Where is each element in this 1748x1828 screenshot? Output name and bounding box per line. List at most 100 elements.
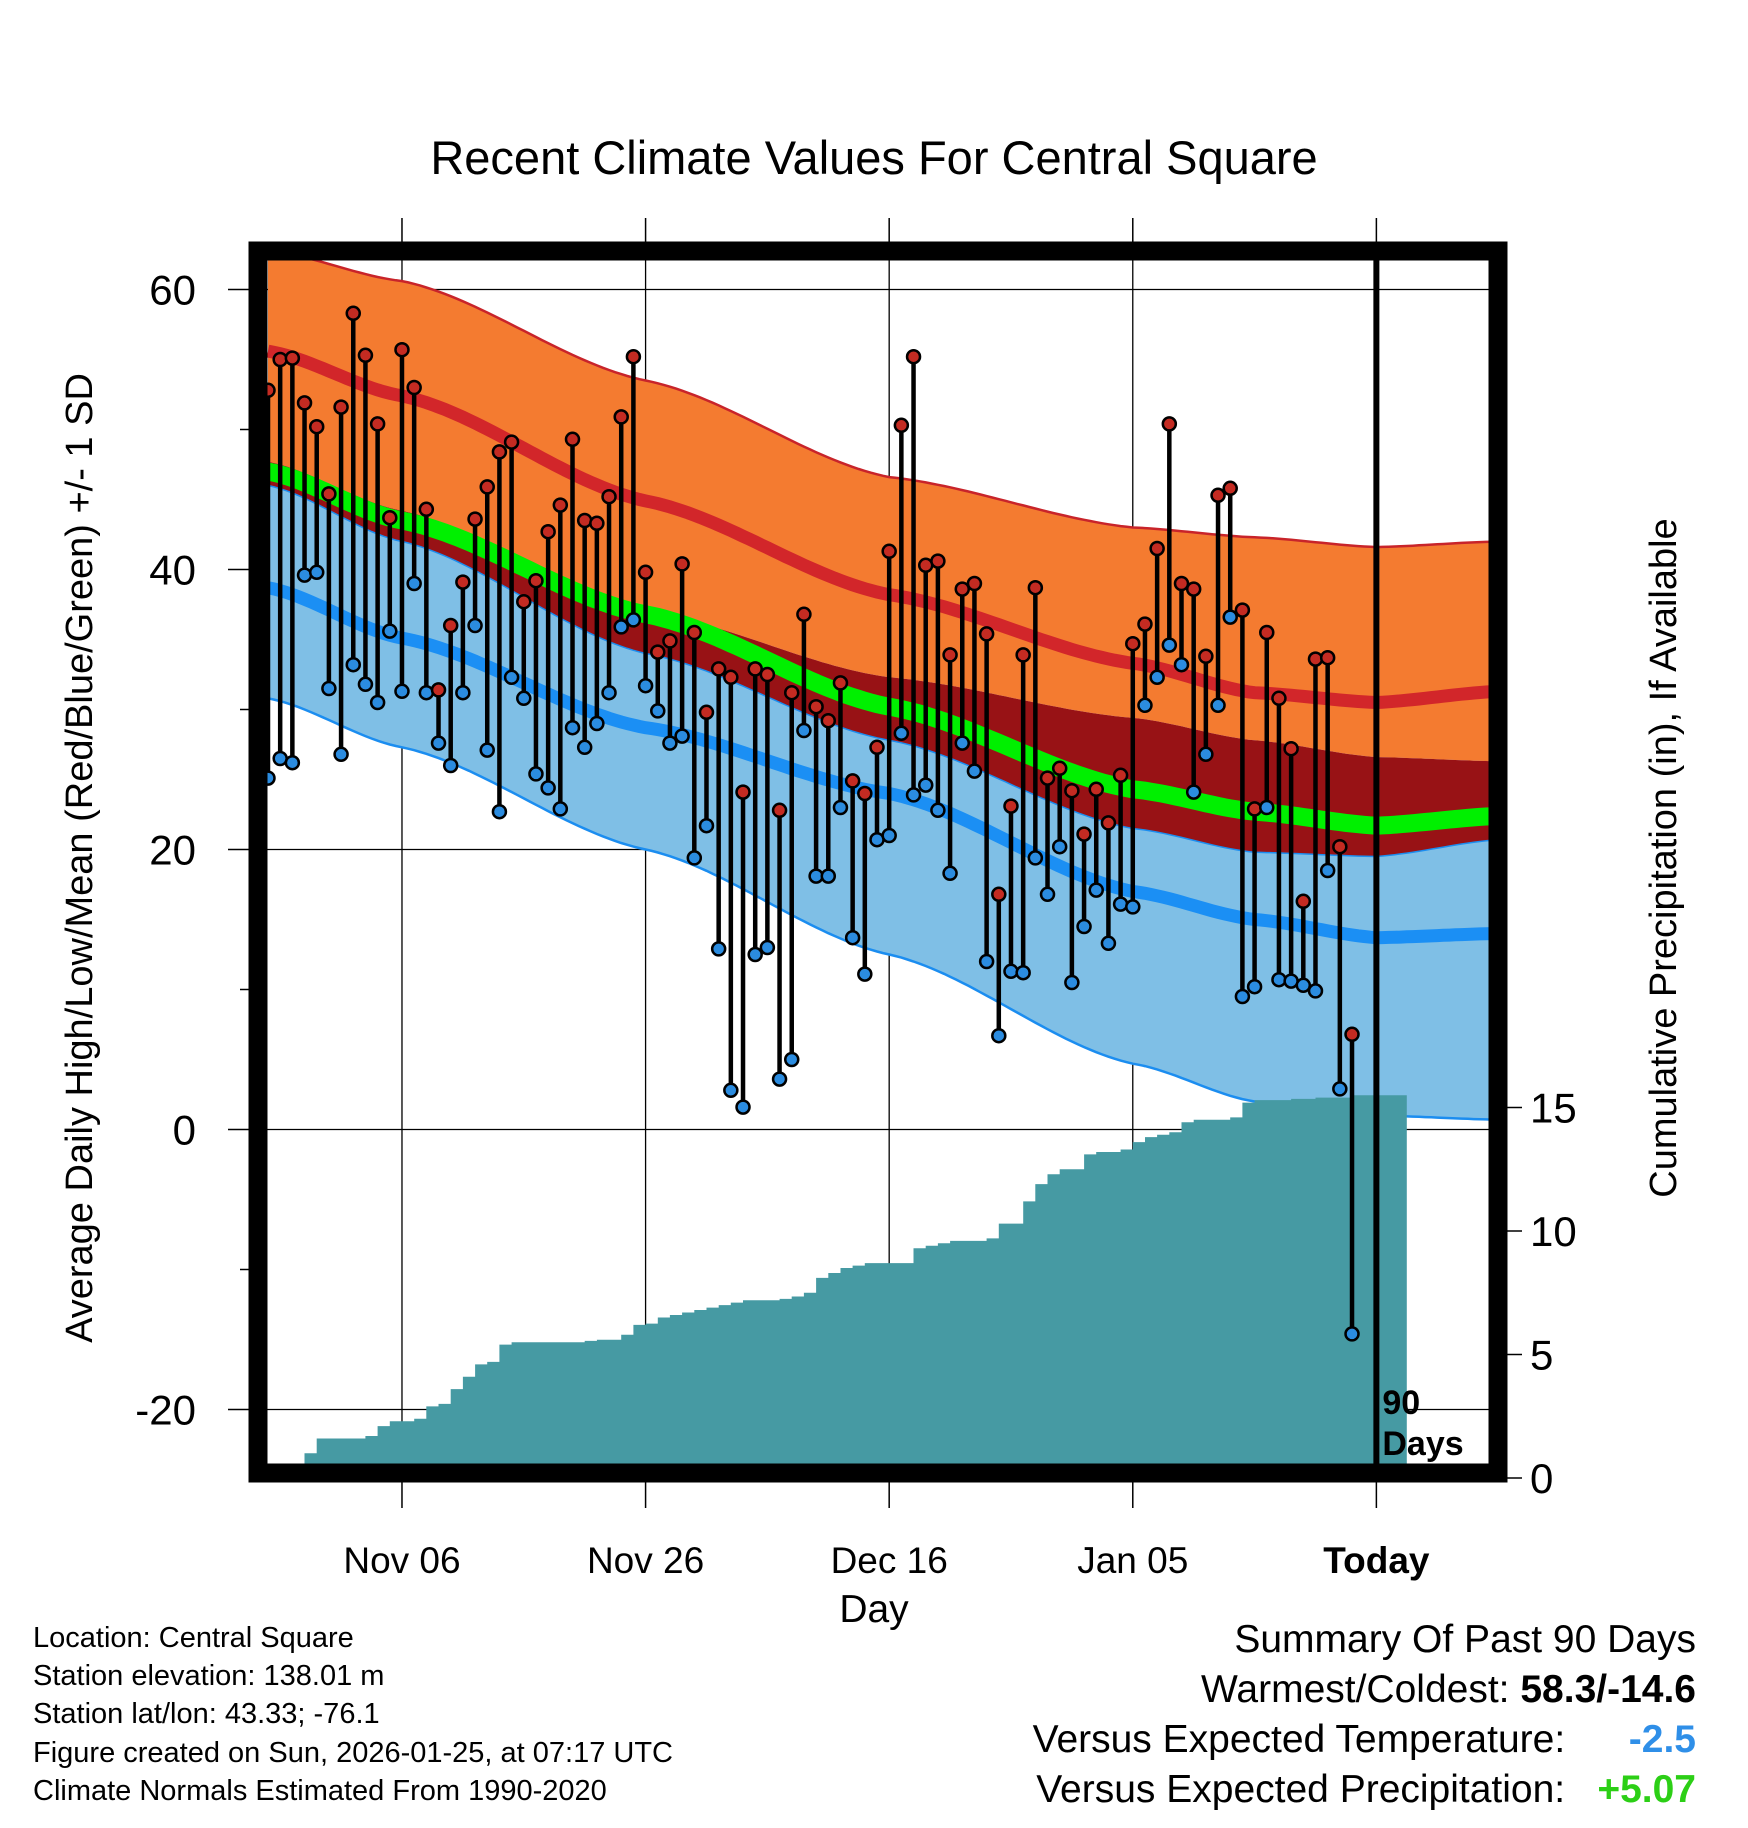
- y2-tick-label: 15: [1530, 1085, 1577, 1132]
- obs-low-dot: [759, 939, 776, 956]
- obs-low-dot: [1222, 609, 1238, 625]
- obs-high-dot: [662, 633, 678, 649]
- obs-high-dot: [467, 511, 483, 527]
- obs-high-dot: [1283, 740, 1299, 757]
- obs-high-dot: [759, 666, 776, 683]
- obs-high-dot: [1344, 1026, 1360, 1043]
- obs-high-dot: [491, 444, 508, 460]
- y2-axis: 15 10 5 0: [1506, 1085, 1577, 1502]
- obs-low-dot: [978, 953, 995, 970]
- obs-high-dot: [674, 556, 690, 572]
- obs-high-dot: [1173, 575, 1190, 592]
- precip-anomaly-row: Versus Expected Precipitation: +5.07: [1033, 1765, 1696, 1815]
- obs-low-dot: [576, 739, 593, 756]
- obs-low-dot: [1064, 974, 1080, 991]
- obs-high-dot: [345, 305, 362, 322]
- obs-low-dot: [954, 735, 971, 751]
- obs-high-dot: [1149, 540, 1165, 557]
- x-axis-label: Day: [839, 1588, 909, 1631]
- obs-low-dot: [796, 722, 812, 739]
- obs-high-dot: [1051, 760, 1068, 777]
- obs-low-dot: [1161, 637, 1178, 653]
- obs-low-dot: [308, 564, 325, 581]
- today-label-line: Days: [1382, 1425, 1463, 1463]
- obs-high-dot: [613, 409, 629, 425]
- obs-high-dot: [1064, 782, 1080, 799]
- obs-low-dot: [479, 742, 495, 758]
- temp-anomaly-row: Versus Expected Temperature: -2.5: [1033, 1715, 1696, 1765]
- x-tick-label: Nov 06: [343, 1540, 460, 1581]
- chart-title: Recent Climate Values For Central Square: [430, 131, 1317, 184]
- obs-high-dot: [832, 675, 849, 691]
- obs-high-dot: [723, 669, 739, 686]
- obs-low-dot: [783, 1051, 800, 1068]
- obs-high-dot: [1332, 838, 1348, 855]
- obs-high-dot: [893, 417, 910, 434]
- obs-high-dot: [930, 553, 946, 569]
- obs-low-dot: [284, 754, 301, 771]
- obs-low-dot: [1344, 1326, 1360, 1342]
- obs-high-dot: [540, 523, 556, 540]
- obs-high-dot: [1185, 581, 1202, 597]
- obs-low-dot: [491, 803, 508, 820]
- obs-low-dot: [601, 684, 617, 701]
- obs-low-dot: [917, 777, 934, 793]
- obs-low-dot: [1112, 896, 1129, 912]
- obs-low-dot: [406, 575, 422, 592]
- obs-low-dot: [893, 725, 910, 742]
- obs-high-dot: [771, 802, 788, 819]
- obs-low-dot: [832, 799, 849, 816]
- obs-low-dot: [991, 1027, 1007, 1044]
- obs-low-dot: [1088, 882, 1104, 898]
- obs-high-dot: [735, 784, 751, 800]
- y-tick-label: 60: [149, 267, 196, 314]
- obs-high-dot: [430, 682, 447, 698]
- obs-low-dot: [674, 728, 690, 744]
- obs-low-dot: [966, 763, 983, 779]
- warmest-coldest-value: 58.3/-14.6: [1520, 1668, 1696, 1711]
- obs-low-dot: [369, 694, 386, 711]
- precip-anomaly-label: Versus Expected Precipitation:: [1036, 1768, 1566, 1811]
- obs-low-dot: [345, 656, 362, 673]
- obs-high-dot: [844, 773, 861, 789]
- plot-area: [264, 257, 1492, 1467]
- obs-high-dot: [1125, 635, 1141, 652]
- obs-high-dot: [1295, 893, 1312, 910]
- obs-high-dot: [1027, 579, 1044, 596]
- obs-low-dot: [686, 850, 703, 866]
- obs-high-dot: [942, 647, 958, 663]
- obs-high-dot: [1088, 781, 1104, 798]
- obs-low-dot: [723, 1082, 739, 1099]
- y2-axis-label: Cumulative Precipitation (in), If Availa…: [1643, 518, 1685, 1197]
- y-axis: 60 40 20 0 -20: [135, 267, 250, 1434]
- obs-high-dot: [966, 575, 983, 592]
- obs-low-dot: [625, 612, 642, 628]
- obs-low-dot: [747, 946, 763, 963]
- obs-high-dot: [552, 497, 569, 513]
- obs-high-dot: [820, 712, 837, 729]
- obs-high-dot: [516, 593, 532, 610]
- obs-high-dot: [357, 347, 374, 364]
- obs-high-dot: [1307, 651, 1324, 667]
- obs-low-dot: [1210, 697, 1226, 714]
- obs-high-dot: [686, 624, 703, 641]
- obs-high-dot: [1210, 487, 1226, 504]
- obs-low-dot: [564, 719, 581, 736]
- normal-high-line: [266, 344, 1492, 710]
- obs-low-dot: [528, 766, 544, 782]
- obs-low-dot: [1271, 971, 1287, 988]
- obs-low-dot: [540, 780, 556, 796]
- y2-tick-label: 5: [1530, 1332, 1553, 1379]
- obs-low-dot: [1027, 850, 1044, 866]
- x-tick-label: Today: [1323, 1540, 1430, 1581]
- obs-low-dot: [333, 746, 349, 763]
- normals-text: Climate Normals Estimated From 1990-2020: [33, 1774, 607, 1807]
- x-tick-label: Jan 05: [1077, 1540, 1188, 1581]
- obs-high-dot: [796, 606, 812, 623]
- station-info: Location: Central Square Station elevati…: [33, 1619, 673, 1810]
- obs-low-dot: [1039, 886, 1056, 903]
- obs-high-dot: [1234, 602, 1251, 618]
- obs-low-dot: [455, 684, 471, 701]
- obs-low-dot: [710, 941, 727, 957]
- obs-low-dot: [1003, 963, 1019, 980]
